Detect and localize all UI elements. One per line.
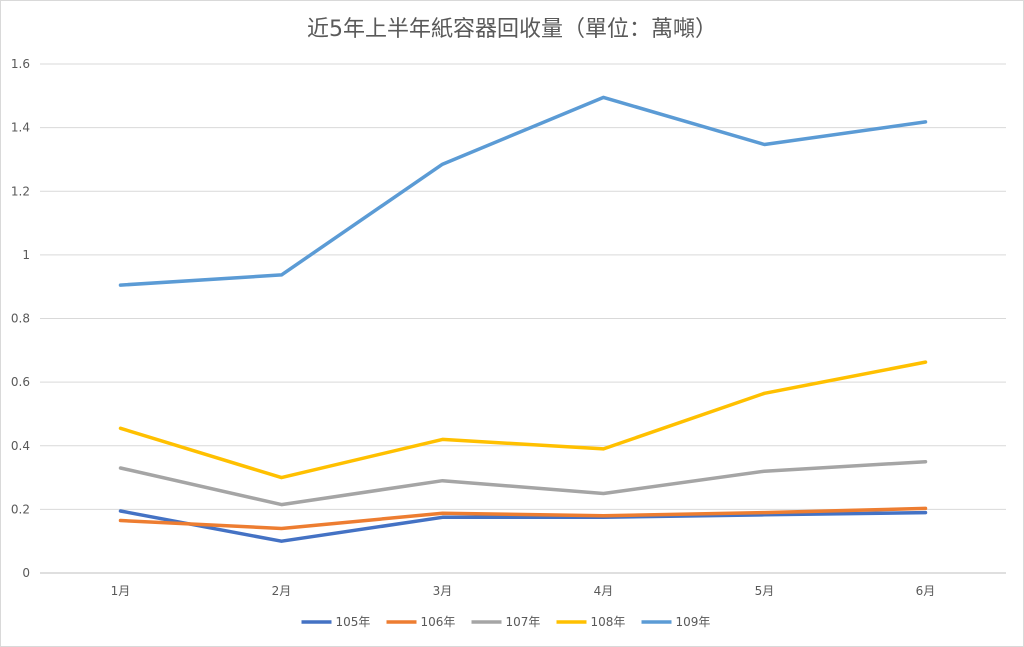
legend-label: 109年 bbox=[676, 615, 711, 629]
y-tick-label: 0 bbox=[22, 566, 30, 580]
y-tick-label: 0.4 bbox=[11, 439, 30, 453]
x-tick-label: 4月 bbox=[594, 584, 614, 598]
legend: 105年 106年 107年 108年 109年 bbox=[301, 615, 711, 629]
y-tick-label: 0.2 bbox=[11, 502, 30, 516]
series-lines bbox=[118, 95, 928, 543]
x-tick-label: 2月 bbox=[272, 584, 292, 598]
y-tick-label: 0.6 bbox=[11, 375, 30, 389]
legend-label: 108年 bbox=[591, 615, 626, 629]
x-tick-label: 5月 bbox=[755, 584, 775, 598]
y-tick-label: 1.2 bbox=[11, 184, 30, 198]
series-line-3 bbox=[118, 459, 928, 507]
y-axis-tick-labels: 0 0.2 0.4 0.6 0.8 1 1.2 1.4 1.6 bbox=[11, 57, 30, 580]
gridlines bbox=[40, 63, 1006, 574]
y-tick-label: 0.8 bbox=[11, 312, 30, 326]
series-line-4 bbox=[118, 360, 928, 480]
legend-label: 107年 bbox=[506, 615, 541, 629]
series-line-2 bbox=[118, 506, 928, 531]
x-tick-label: 3月 bbox=[433, 584, 453, 598]
series-line-1 bbox=[118, 509, 928, 543]
legend-label: 105年 bbox=[336, 615, 371, 629]
y-tick-label: 1.4 bbox=[11, 121, 30, 135]
x-axis-tick-labels: 1月 2月 3月 4月 5月 6月 bbox=[111, 584, 936, 598]
chart-title: 近5年上半年紙容器回收量（單位：萬噸） bbox=[307, 17, 717, 42]
y-tick-label: 1 bbox=[22, 248, 30, 262]
x-tick-label: 6月 bbox=[916, 584, 936, 598]
legend-label: 106年 bbox=[421, 615, 456, 629]
series-line-5 bbox=[118, 95, 928, 287]
x-tick-label: 1月 bbox=[111, 584, 131, 598]
y-tick-label: 1.6 bbox=[11, 57, 30, 71]
